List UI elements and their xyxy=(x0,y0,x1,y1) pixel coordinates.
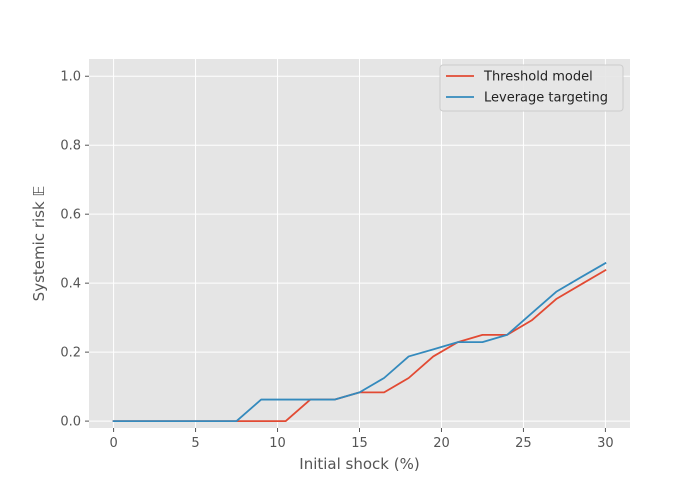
x-tick-label: 5 xyxy=(191,436,199,451)
legend-label-2: Leverage targeting xyxy=(484,91,608,106)
series-layer xyxy=(112,261,607,423)
axis-layer: 0 5 10 15 20 25 30 0.0 0.2 0.4 0.6 0.8 1.0 xyxy=(60,70,613,451)
y-tick-label: 0.8 xyxy=(60,139,81,154)
x-tick-label: 10 xyxy=(269,436,286,451)
y-tick-label: 0.6 xyxy=(60,208,81,223)
legend-box xyxy=(439,64,624,112)
legend: Threshold model Leverage targeting xyxy=(439,64,624,112)
x-tick-label: 15 xyxy=(351,436,368,451)
y-axis-label: Systemic risk 𝔼 xyxy=(30,186,48,302)
x-axis-label: Initial shock (%) xyxy=(299,455,419,473)
y-tick-label: 0.4 xyxy=(60,277,81,292)
x-tick-label: 20 xyxy=(433,436,450,451)
y-tick-label: 0.0 xyxy=(60,415,81,430)
x-tick-label: 0 xyxy=(109,436,117,451)
x-tick-label: 30 xyxy=(597,436,614,451)
y-tick-label: 0.2 xyxy=(60,346,81,361)
legend-label-1: Threshold model xyxy=(483,70,593,85)
y-tick-label: 1.0 xyxy=(60,70,81,85)
x-tick-label: 25 xyxy=(515,436,532,451)
series-line-2 xyxy=(112,261,607,423)
